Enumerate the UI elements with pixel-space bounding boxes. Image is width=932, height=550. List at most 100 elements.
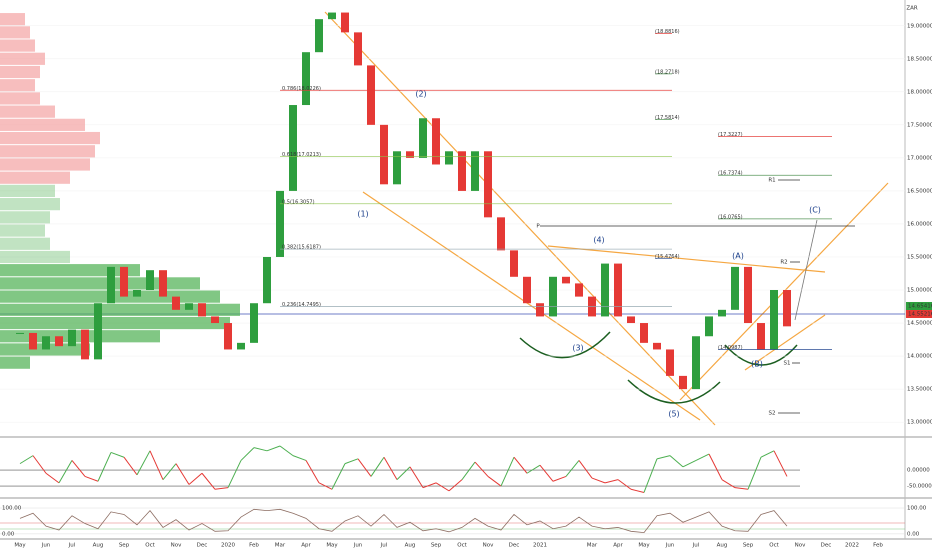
oscillator-segment bbox=[487, 476, 502, 487]
oscillator-segment bbox=[84, 475, 99, 482]
oscillator-segment bbox=[760, 450, 775, 458]
y-tick-label: 14.00000 bbox=[907, 354, 932, 360]
x-tick-label: Jul bbox=[68, 543, 76, 549]
oscillator-segment bbox=[656, 455, 671, 460]
volume-profile-bar bbox=[0, 264, 140, 277]
level-label: (18.2718) bbox=[655, 69, 680, 75]
candle bbox=[484, 151, 492, 218]
oscillator-segment bbox=[136, 450, 151, 476]
candle bbox=[523, 276, 531, 304]
oscillator-segment bbox=[227, 460, 242, 488]
oscillator-segment bbox=[539, 464, 554, 482]
x-tick-label: May bbox=[638, 543, 650, 549]
oscillator-segment bbox=[383, 456, 398, 480]
candle bbox=[471, 151, 479, 191]
volume-profile-bar bbox=[0, 224, 45, 237]
price-label: 14.55216 bbox=[908, 312, 932, 318]
volume-profile-bar bbox=[0, 118, 85, 131]
oscillator-segment bbox=[565, 460, 580, 477]
oscillator-segment bbox=[97, 452, 112, 482]
volume-profile-bar bbox=[0, 52, 45, 65]
y-tick-label: 18.00000 bbox=[907, 89, 932, 95]
volume-profile-bar bbox=[0, 237, 50, 250]
x-tick-label: 2020 bbox=[221, 543, 235, 549]
x-tick-label: Feb bbox=[249, 543, 259, 549]
y-tick-label: 16.00000 bbox=[907, 221, 932, 227]
trend-line bbox=[362, 191, 701, 421]
level-label: (17.5814) bbox=[655, 115, 680, 121]
candle bbox=[159, 270, 167, 297]
oscillator-segment bbox=[123, 456, 138, 476]
x-tick-label: Jun bbox=[353, 543, 363, 549]
x-tick-label: Aug bbox=[405, 543, 416, 549]
x-tick-label: Dec bbox=[821, 543, 832, 549]
candle bbox=[757, 323, 765, 350]
candle bbox=[406, 151, 414, 158]
arc bbox=[627, 379, 721, 404]
candle bbox=[718, 309, 726, 317]
oscillator-segment bbox=[331, 463, 346, 490]
x-tick-label: 2021 bbox=[533, 543, 547, 549]
oscillator-segment bbox=[162, 463, 177, 480]
candle bbox=[55, 336, 63, 347]
volume-profile-bar bbox=[0, 13, 25, 26]
level-label: (18.8816) bbox=[655, 29, 680, 35]
oscillator-segment bbox=[201, 472, 216, 490]
oscillator-segment bbox=[435, 482, 450, 492]
candle bbox=[263, 256, 271, 304]
volume-profile-bar bbox=[0, 171, 70, 184]
x-tick-label: May bbox=[14, 543, 26, 549]
candle bbox=[198, 303, 206, 317]
oscillator-segment bbox=[695, 453, 710, 461]
oscillator-segment bbox=[19, 455, 34, 465]
candle bbox=[510, 250, 518, 277]
volume-profile-bar bbox=[0, 356, 30, 369]
candle bbox=[536, 303, 544, 317]
annotation: (3) bbox=[572, 344, 583, 353]
volume-profile-bar bbox=[0, 131, 100, 145]
candle bbox=[237, 342, 245, 350]
candle bbox=[627, 316, 635, 324]
y-tick-label: 17.50000 bbox=[907, 122, 932, 128]
candle bbox=[120, 266, 128, 297]
x-tick-label: Jul bbox=[692, 543, 700, 549]
x-tick-label: Jul bbox=[380, 543, 388, 549]
oscillator-segment bbox=[747, 457, 762, 490]
y-tick-label-left: 100.00 bbox=[2, 506, 22, 512]
x-tick-label: Apr bbox=[301, 543, 311, 549]
oscillator-segment bbox=[292, 455, 307, 461]
annotation: ZAR bbox=[906, 6, 918, 12]
volume-profile-bar bbox=[0, 26, 30, 39]
y-tick-label: 16.50000 bbox=[907, 188, 932, 194]
annotation: S1 bbox=[784, 361, 791, 367]
level-label: 0.236(14.7495) bbox=[282, 302, 321, 308]
candle bbox=[458, 151, 466, 191]
candle bbox=[419, 118, 427, 158]
candle bbox=[380, 124, 388, 185]
candle bbox=[692, 336, 700, 390]
level-label: 0.382(15.6187) bbox=[282, 245, 321, 251]
y-tick-label: 17.00000 bbox=[907, 155, 932, 161]
oscillator-segment bbox=[669, 455, 684, 468]
oscillator-segment bbox=[721, 479, 736, 489]
oscillator-segment bbox=[214, 487, 229, 490]
volume-profile-bar bbox=[0, 277, 200, 290]
volume-profile-bar bbox=[0, 145, 95, 158]
candle bbox=[328, 12, 336, 20]
annotation: R2 bbox=[780, 260, 787, 266]
candle bbox=[666, 349, 674, 376]
candle bbox=[302, 52, 310, 106]
candle bbox=[679, 375, 687, 390]
x-tick-label: Oct bbox=[769, 543, 779, 549]
oscillator-segment bbox=[643, 458, 658, 493]
volume-profile-bar bbox=[0, 79, 35, 92]
candle bbox=[250, 303, 258, 343]
candle bbox=[68, 329, 76, 347]
x-tick-label: Nov bbox=[483, 543, 494, 549]
volume-profile-bar bbox=[0, 105, 55, 118]
level-label: (17.3227) bbox=[718, 132, 743, 138]
annotation: (1) bbox=[357, 210, 368, 219]
x-tick-label: Nov bbox=[795, 543, 806, 549]
volume-profile-bar bbox=[0, 250, 70, 264]
